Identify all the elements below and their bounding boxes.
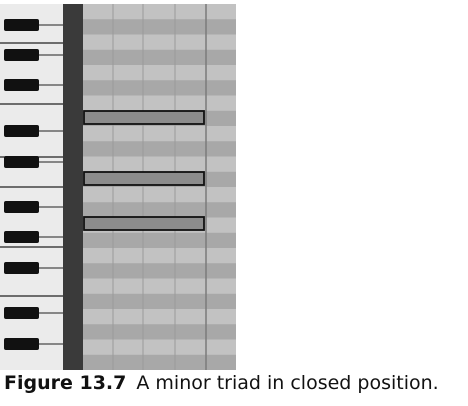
black-key[interactable] bbox=[4, 307, 39, 319]
black-key[interactable] bbox=[4, 201, 39, 213]
grid-row[interactable] bbox=[83, 278, 236, 295]
black-key[interactable] bbox=[4, 231, 39, 243]
grid-row[interactable] bbox=[83, 309, 236, 325]
black-key[interactable] bbox=[4, 19, 39, 31]
black-key[interactable] bbox=[4, 338, 39, 350]
figure-caption: Figure 13.7 A minor triad in closed posit… bbox=[4, 372, 439, 394]
black-key[interactable] bbox=[4, 125, 39, 137]
midi-notes bbox=[83, 110, 205, 231]
grid-row[interactable] bbox=[83, 339, 236, 356]
note-grid[interactable] bbox=[83, 4, 236, 370]
figure-label: Figure 13.7 bbox=[4, 372, 127, 394]
keyboard-divider bbox=[63, 4, 83, 370]
piano-keyboard[interactable] bbox=[0, 4, 63, 370]
minor-triad-middle-note[interactable] bbox=[83, 171, 205, 186]
grid-row[interactable] bbox=[83, 156, 236, 173]
black-key[interactable] bbox=[4, 79, 39, 91]
grid-row[interactable] bbox=[83, 354, 236, 370]
grid-row[interactable] bbox=[83, 65, 236, 81]
figure-caption-text: A minor triad in closed position. bbox=[136, 372, 439, 394]
grid-row[interactable] bbox=[83, 19, 236, 35]
grid-row[interactable] bbox=[83, 202, 236, 218]
grid-row[interactable] bbox=[83, 248, 236, 264]
black-key[interactable] bbox=[4, 156, 39, 168]
grid-row[interactable] bbox=[83, 49, 236, 66]
black-key[interactable] bbox=[4, 49, 39, 61]
grid-row[interactable] bbox=[83, 324, 236, 340]
black-key[interactable] bbox=[4, 262, 39, 274]
piano-roll-editor bbox=[0, 4, 236, 370]
grid-row[interactable] bbox=[83, 187, 236, 203]
minor-triad-root-note[interactable] bbox=[83, 216, 205, 231]
grid-row[interactable] bbox=[83, 34, 236, 51]
grid-row[interactable] bbox=[83, 4, 236, 20]
grid-row[interactable] bbox=[83, 95, 236, 112]
grid-row[interactable] bbox=[83, 293, 236, 310]
grid-row[interactable] bbox=[83, 80, 236, 96]
minor-triad-top-note[interactable] bbox=[83, 110, 205, 125]
grid-row[interactable] bbox=[83, 126, 236, 142]
grid-row[interactable] bbox=[83, 263, 236, 279]
grid-row[interactable] bbox=[83, 232, 236, 249]
grid-row[interactable] bbox=[83, 141, 236, 157]
